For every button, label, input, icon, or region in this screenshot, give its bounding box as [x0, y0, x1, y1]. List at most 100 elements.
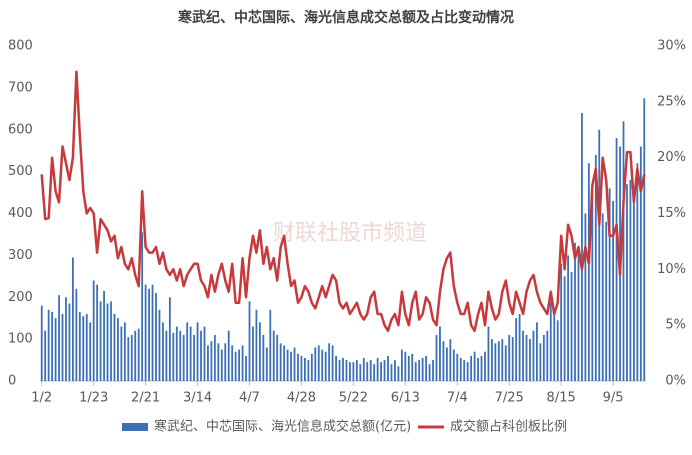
bar [241, 345, 244, 381]
bar [366, 362, 369, 381]
y-tick-label: 400 [8, 206, 33, 221]
x-tick-label: 4/28 [287, 391, 316, 406]
bar [525, 334, 528, 381]
bar [636, 163, 639, 381]
y2-tick-label: 20% [657, 150, 686, 165]
bar [210, 341, 213, 381]
bar [68, 303, 71, 381]
bar [425, 355, 428, 381]
y-tick-label: 0 [8, 374, 16, 389]
x-tick-label: 7/25 [495, 391, 524, 406]
bar [352, 362, 355, 381]
bar [96, 284, 99, 381]
bar [283, 345, 286, 381]
bar [591, 192, 594, 381]
bar [442, 341, 445, 381]
bar [456, 353, 459, 381]
bar [581, 113, 583, 381]
bar [165, 330, 168, 381]
bar [369, 360, 372, 381]
bar [449, 339, 452, 381]
x-tick-label: 9/5 [603, 391, 624, 406]
bar [491, 339, 493, 381]
bar [400, 349, 403, 381]
bar [113, 314, 116, 381]
bar [563, 276, 566, 381]
x-tick-label: 1/2 [31, 391, 52, 406]
y2-tick-label: 30% [657, 39, 686, 54]
bar [418, 360, 421, 381]
y-tick-label: 800 [8, 39, 33, 54]
x-tick-label: 7/4 [447, 391, 468, 406]
bar [130, 334, 133, 381]
y-tick-label: 700 [8, 80, 33, 95]
bar [117, 318, 119, 381]
bar [608, 188, 611, 381]
bar [539, 343, 542, 381]
bar [120, 326, 123, 381]
x-tick-label: 1/23 [79, 391, 108, 406]
bar [279, 343, 282, 381]
bar [432, 360, 434, 381]
y2-tick-label: 10% [657, 262, 686, 277]
bar [58, 295, 60, 381]
line [40, 70, 646, 333]
bar [71, 257, 74, 381]
x-tick-label: 5/22 [339, 391, 368, 406]
bar [265, 347, 268, 381]
bar [480, 355, 483, 381]
y-tick-label: 300 [8, 248, 33, 263]
bar [643, 98, 646, 381]
bar [168, 297, 171, 381]
bar [570, 272, 573, 381]
bar [272, 330, 275, 381]
bar [304, 357, 306, 381]
bar [463, 360, 466, 381]
y-tick-label: 200 [8, 290, 33, 305]
bar [158, 309, 161, 381]
bar [577, 251, 580, 381]
bar [300, 355, 303, 381]
bar [522, 330, 524, 381]
bar [255, 309, 258, 381]
bar [189, 326, 192, 381]
bar [293, 347, 296, 381]
x-tick-label: 2/21 [131, 391, 160, 406]
bar [269, 309, 272, 381]
bar [54, 318, 57, 381]
y2-tick-label: 5% [665, 318, 686, 333]
bar [629, 180, 632, 381]
bar [331, 345, 334, 381]
bar [151, 284, 154, 381]
bar [297, 353, 299, 381]
bar [494, 343, 497, 381]
bar [238, 349, 241, 381]
bar [175, 326, 178, 381]
bar [307, 360, 310, 381]
bar [362, 357, 365, 381]
bar [470, 355, 473, 381]
bar [65, 297, 67, 381]
bar [252, 326, 254, 381]
bar [387, 355, 389, 381]
bar [612, 200, 615, 381]
bar [487, 326, 490, 381]
bar [47, 309, 50, 381]
bar [245, 355, 247, 381]
bar [317, 345, 320, 381]
bar [484, 351, 486, 381]
legend-swatch [122, 423, 148, 431]
legend-label: 成交额占科创板比例 [450, 419, 567, 435]
bar [148, 288, 150, 381]
y-tick-label: 500 [8, 164, 33, 179]
bar [172, 332, 175, 381]
bar [127, 337, 130, 381]
bar [473, 351, 476, 381]
bar [110, 301, 112, 381]
bar [546, 330, 549, 381]
bar [234, 351, 237, 381]
bar [626, 184, 628, 381]
bar [574, 242, 576, 381]
bar [338, 360, 341, 381]
